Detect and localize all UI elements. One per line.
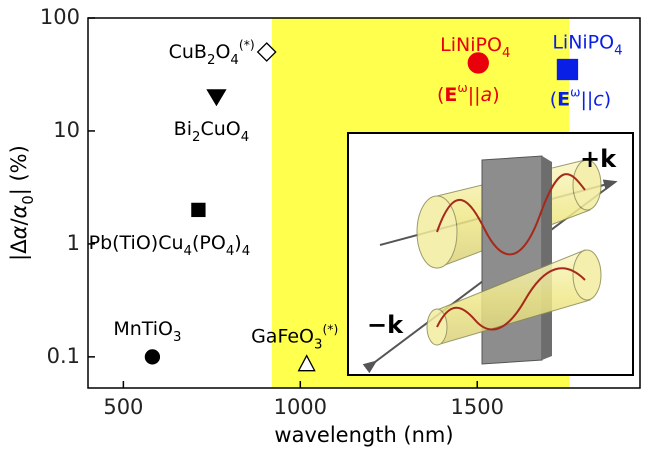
label-part: |Δ (7, 239, 32, 261)
label-part: 4 (184, 243, 192, 258)
label-part: || (468, 83, 481, 105)
point (145, 350, 159, 364)
x-axis-label: wavelength (nm) (274, 423, 453, 447)
point-label: MnTiO3 (113, 317, 181, 344)
point-label: CuB2O4(*) (169, 38, 255, 68)
point-label: (Eω||a) (437, 80, 500, 105)
label-part: (*) (322, 322, 338, 336)
point-label: Pb(TiO)Cu4(PO4)4 (89, 231, 251, 258)
label-part: CuB (169, 41, 207, 63)
label-part: 4 (230, 53, 238, 68)
y-tick-label: 100 (40, 5, 80, 29)
label-part: c (593, 88, 604, 110)
label-part: LiNiPO (440, 33, 502, 55)
point (557, 59, 577, 79)
label-part: α (7, 225, 31, 239)
label-part: ω (570, 85, 580, 99)
label-part: || (580, 88, 593, 110)
label-part: Pb(TiO)Cu (89, 231, 184, 253)
point (468, 53, 488, 73)
label-part: 2 (207, 53, 215, 68)
label-part: a (481, 83, 493, 105)
inset-illustration: +k −k (348, 133, 633, 375)
label-part: ( (437, 83, 444, 105)
label-part: O (215, 41, 230, 63)
label-part: | (%) (7, 145, 32, 195)
x-tick-label: 1000 (274, 395, 327, 419)
point (192, 203, 205, 216)
label-part: 4 (614, 43, 622, 58)
crystal-plate (542, 156, 552, 360)
label-part: ) (492, 83, 499, 105)
label-part: ( (550, 88, 557, 110)
label-part: α (7, 204, 31, 218)
label-part: 2 (192, 129, 200, 144)
label-part: (PO (192, 231, 226, 253)
label-part: LiNiPO (552, 31, 614, 53)
label-part: GaFeO (251, 325, 314, 347)
point-label: (Eω||c) (550, 85, 611, 110)
label-part: (*) (239, 38, 255, 52)
label-part: 3 (314, 337, 322, 352)
label-part: MnTiO (113, 317, 173, 339)
y-tick-label: 10 (53, 118, 80, 142)
label-part: Bi (174, 117, 192, 139)
chart: 500 1000 1500 0.1 1 10 100 wavelength (nm) |Δα/α… (0, 0, 650, 449)
label-part: ω (457, 80, 467, 94)
label-part: CuO (200, 117, 240, 139)
point-label: Bi2CuO4 (174, 117, 250, 144)
inset-label: +k (580, 145, 617, 173)
label-part: 4 (226, 243, 234, 258)
x-tick-label: 500 (103, 395, 143, 419)
crystal-plate (482, 156, 542, 364)
y-tick-label: 1 (67, 231, 80, 255)
y-axis-label: |Δα/α0| (%) (7, 145, 37, 261)
label-part: 0 (20, 195, 37, 204)
label-part: E (557, 88, 570, 110)
label-part: 4 (242, 243, 250, 258)
y-tick-label: 0.1 (47, 344, 80, 368)
label-part: E (444, 83, 457, 105)
label-part: 4 (502, 45, 510, 60)
label-part: ) (234, 231, 241, 253)
label-part: 4 (241, 129, 249, 144)
x-tick-label: 1500 (451, 395, 504, 419)
inset-label: −k (367, 311, 404, 339)
label-part: 3 (173, 329, 181, 344)
point (207, 90, 225, 105)
label-part: ) (604, 88, 611, 110)
